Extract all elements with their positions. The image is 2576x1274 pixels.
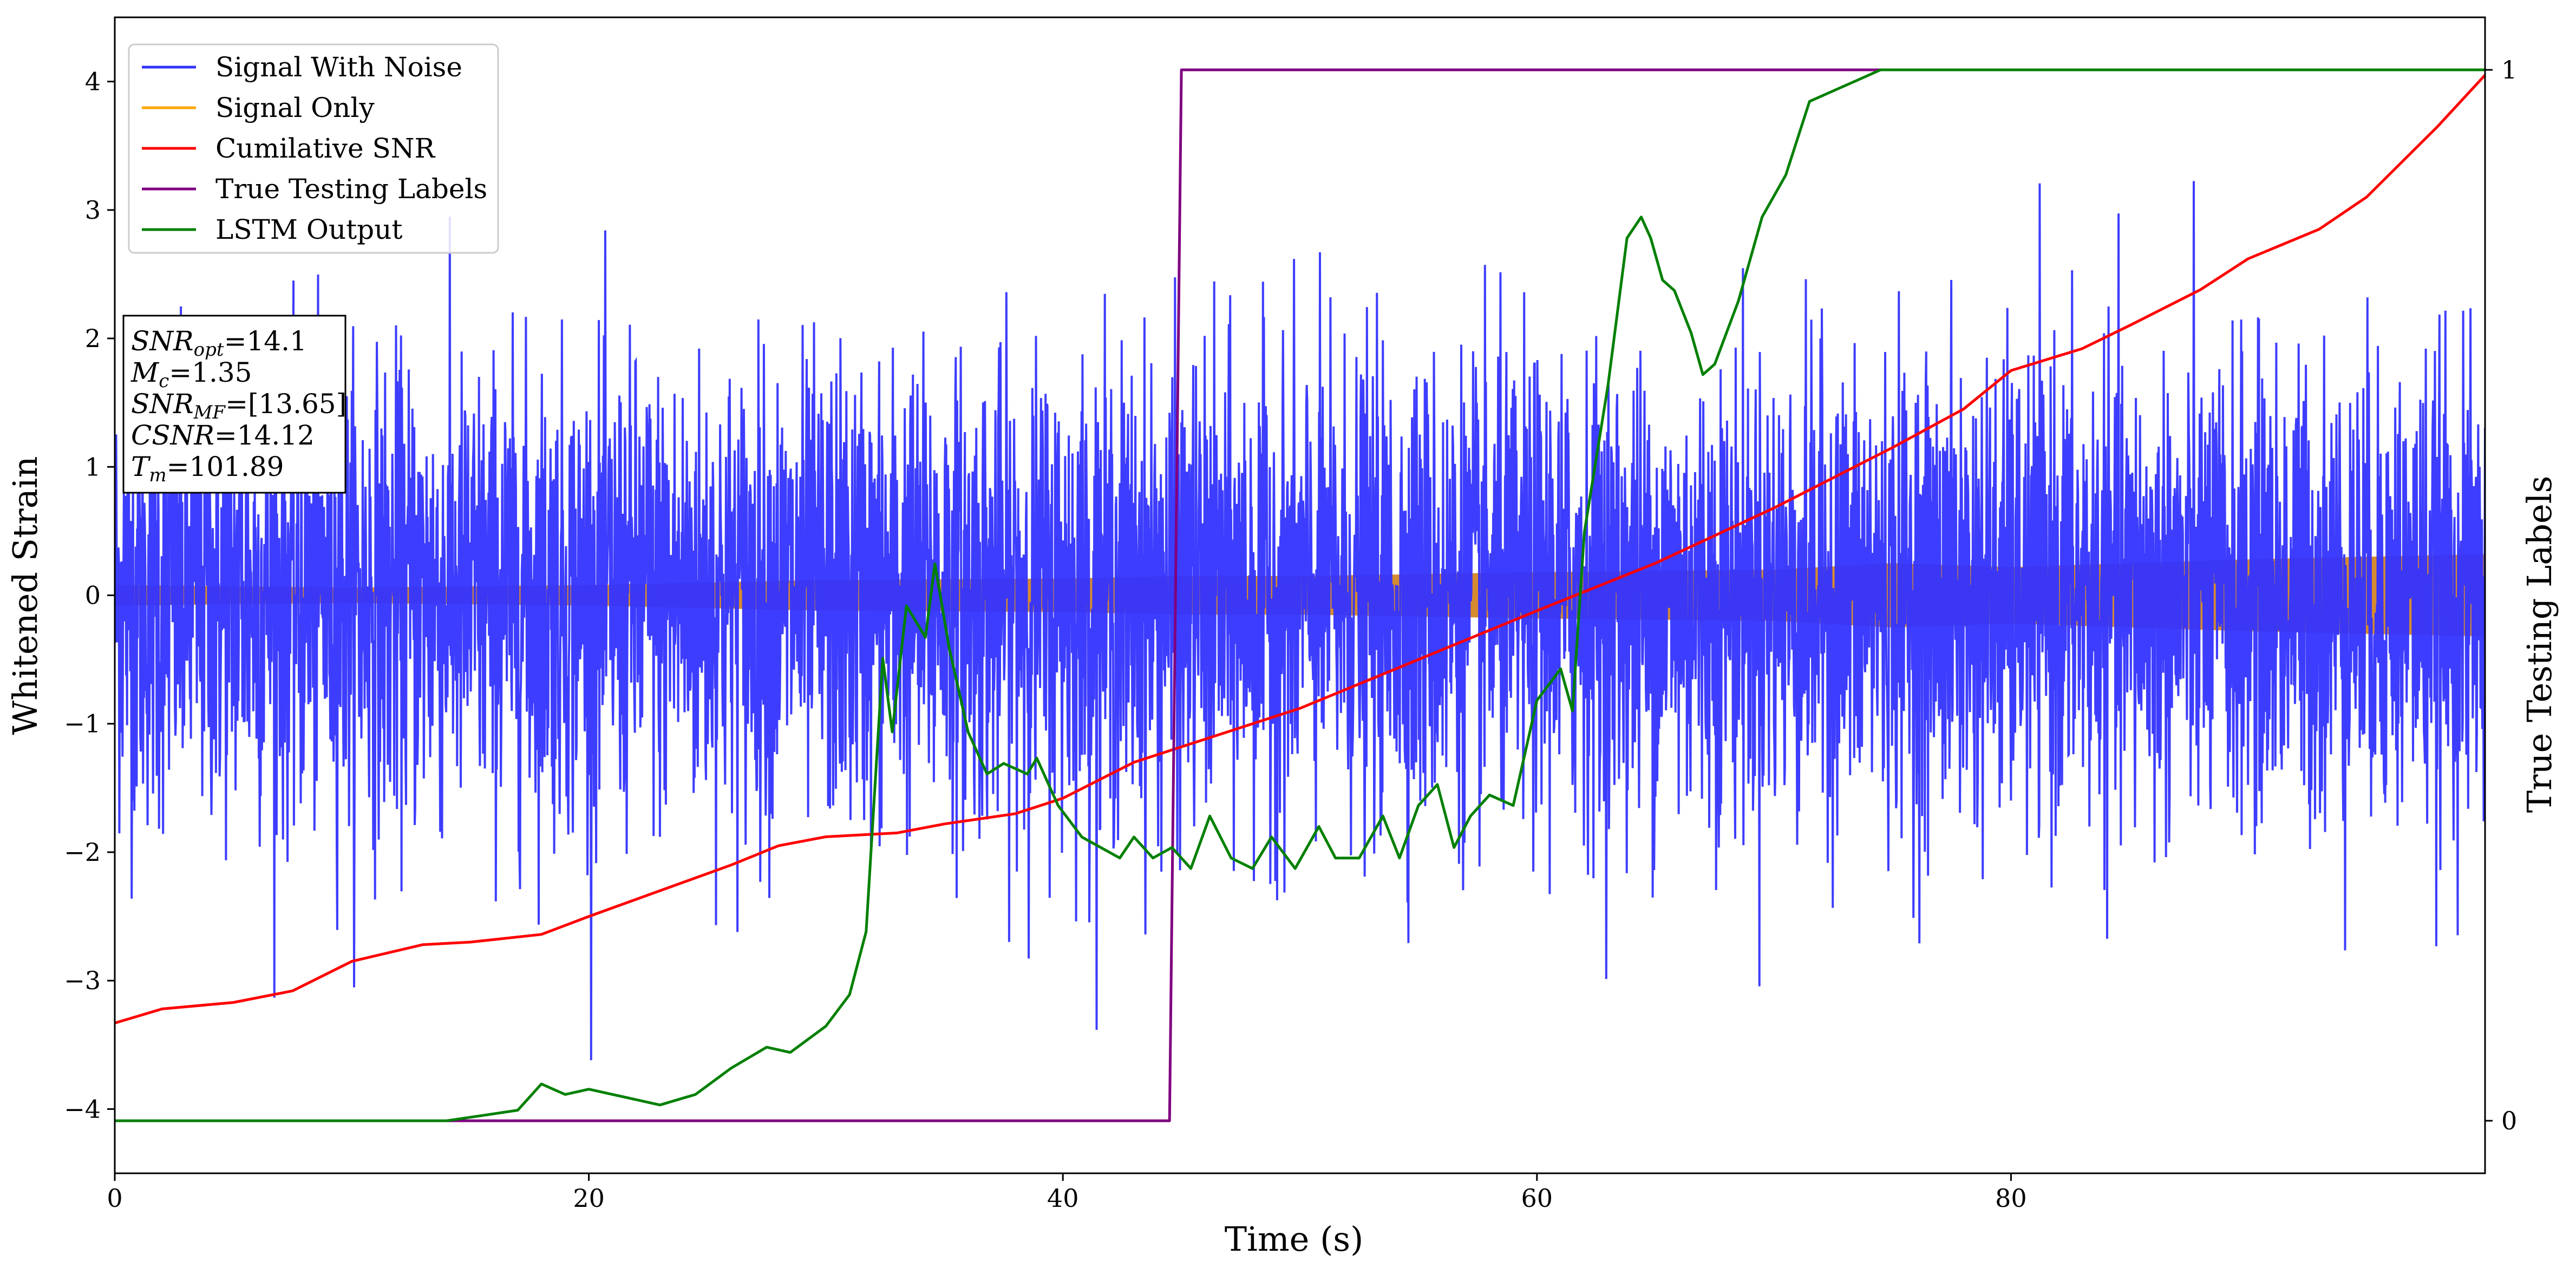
annotation-line: Tm=101.89	[131, 451, 284, 486]
legend-box	[128, 43, 499, 254]
y-tick-label: −2	[64, 838, 101, 867]
y-tick-label: 3	[85, 195, 101, 225]
x-tick-label: 20	[573, 1184, 605, 1213]
x-axis-title: Time (s)	[1225, 1219, 1364, 1259]
plot-area	[115, 68, 2485, 1122]
legend-label-true-testing-labels: True Testing Labels	[215, 173, 487, 205]
y-tick-label: −1	[64, 709, 101, 739]
cumilative-snr-series	[115, 74, 2485, 1024]
y2-tick-label: 1	[2501, 55, 2517, 84]
series-lines	[115, 68, 2485, 1122]
legend-label-lstm-output: LSTM Output	[215, 214, 402, 245]
x-tick-label: 40	[1047, 1184, 1079, 1213]
legend: Signal With Noise Signal Only Cumilative S…	[128, 43, 499, 254]
annotation-box	[122, 315, 346, 494]
legend-label-signal-only: Signal Only	[215, 92, 375, 123]
annotation-line: Mc=1.35	[130, 357, 252, 392]
y-tick-label: 2	[85, 324, 101, 353]
legend-label-cumilative-snr: Cumilative SNR	[215, 133, 435, 164]
x-tick-label: 60	[1521, 1184, 1553, 1213]
annotation-line: SNRopt=14.1	[131, 325, 307, 361]
y-tick-label: −3	[64, 966, 101, 995]
y-axis-title: Whitened Strain	[5, 456, 45, 735]
annotation-line: SNRMF=[13.65]	[131, 388, 346, 423]
x-tick-label: 80	[1995, 1184, 2027, 1213]
y-tick-label: 4	[85, 67, 101, 96]
y2-axis-title: True Testing Labels	[2520, 476, 2559, 813]
parameter-annotation: SNRopt=14.1Mc=1.35SNRMF=[13.65]CSNR=14.1…	[122, 315, 346, 494]
x-tick-label: 0	[107, 1184, 122, 1213]
true-testing-labels-series	[115, 68, 1893, 1122]
y-tick-label: 0	[85, 581, 101, 610]
lstm-output-series	[115, 68, 2485, 1122]
y-tick-label: −4	[64, 1094, 101, 1123]
y-axis-ticks: 4 3 2 1 0 −1 −2 −3 −4	[64, 67, 115, 1123]
y-tick-label: 1	[85, 452, 101, 481]
x-axis-ticks: 0 20 40 60 80	[107, 1173, 2027, 1213]
legend-label-signal-with-noise: Signal With Noise	[215, 51, 462, 83]
y2-axis-ticks: 10	[2485, 55, 2517, 1135]
y2-tick-label: 0	[2501, 1106, 2517, 1135]
signal-with-noise-series	[115, 181, 2485, 1061]
annotation-line: CSNR=14.12	[131, 420, 315, 451]
signal-with-noise-trace	[115, 181, 2485, 1061]
